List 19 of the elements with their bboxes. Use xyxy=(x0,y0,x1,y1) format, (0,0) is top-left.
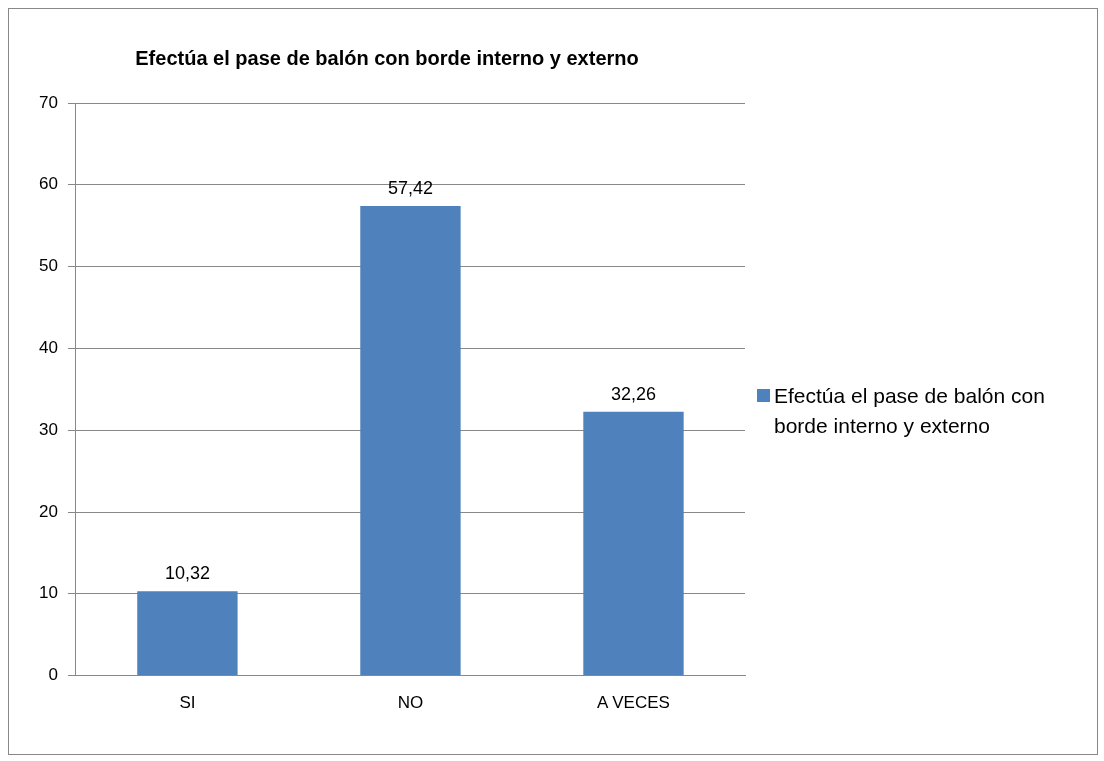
x-tick-label: NO xyxy=(397,693,424,713)
y-tick-label: 10 xyxy=(38,583,58,603)
y-tick-label: 50 xyxy=(38,256,58,276)
y-tick-label: 70 xyxy=(38,92,58,112)
data-label: 57,42 xyxy=(387,177,433,198)
data-label: 32,26 xyxy=(610,383,657,404)
bar xyxy=(137,591,238,676)
x-tick-label: SI xyxy=(179,693,196,713)
chart-title: Efectúa el pase de balón con borde interno y externo xyxy=(135,46,639,69)
bar xyxy=(583,411,684,676)
y-tick-label: 30 xyxy=(38,419,58,439)
y-tick-label: 20 xyxy=(38,501,58,521)
x-tick-label: A VECES xyxy=(597,693,670,713)
y-tick-label: 0 xyxy=(48,665,58,685)
y-tick-label: 60 xyxy=(38,174,58,194)
data-label: 10,32 xyxy=(164,563,210,584)
legend-label: Efectúa el pase de balón con borde interno y externo xyxy=(774,383,1046,439)
bar xyxy=(360,205,461,676)
y-tick-label: 40 xyxy=(38,338,58,358)
